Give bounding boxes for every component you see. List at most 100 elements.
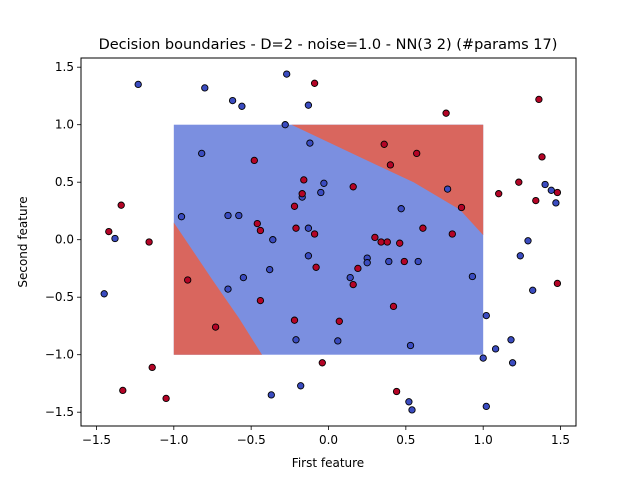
- data-point-class-0: [269, 236, 277, 244]
- data-point-class-0: [100, 290, 108, 298]
- data-point-class-0: [547, 186, 555, 194]
- data-point-class-0: [507, 336, 515, 344]
- x-tick-label: −1.5: [82, 433, 111, 447]
- data-point-class-1: [290, 316, 299, 324]
- data-point-class-1: [383, 238, 391, 246]
- data-point-class-0: [508, 359, 517, 367]
- data-point-class-1: [371, 233, 379, 242]
- data-point-class-1: [162, 394, 170, 403]
- data-point-class-0: [363, 259, 371, 267]
- data-point-class-1: [145, 238, 153, 246]
- data-point-class-0: [224, 285, 232, 293]
- data-point-class-1: [318, 359, 326, 367]
- data-point-class-1: [553, 188, 562, 197]
- data-point-class-0: [292, 336, 300, 344]
- data-point-class-0: [541, 180, 549, 189]
- data-point-class-0: [235, 211, 243, 220]
- data-point-class-0: [405, 398, 413, 406]
- x-tick-label: 0.0: [319, 433, 338, 447]
- chart-title: Decision boundaries - D=2 - noise=1.0 - …: [99, 37, 558, 53]
- data-point-class-0: [529, 286, 537, 294]
- data-point-class-1: [148, 363, 156, 372]
- plot-area: −1.5 −1.0 −0.5 0.0 0.5 1.0 1.5 −1.5 −1.0 −0.5 0.0 0…: [45, 57, 577, 447]
- data-point-class-0: [228, 96, 237, 105]
- data-point-class-1: [256, 226, 265, 235]
- y-tick-label: −1.5: [45, 405, 74, 419]
- data-point-class-0: [266, 265, 274, 274]
- data-point-class-1: [349, 183, 357, 191]
- data-point-class-0: [304, 252, 313, 260]
- data-point-class-0: [198, 149, 206, 158]
- x-tick-label: 1.0: [474, 433, 493, 447]
- data-point-class-0: [408, 406, 416, 414]
- data-point-class-0: [297, 382, 305, 390]
- data-point-class-1: [184, 276, 192, 284]
- data-point-class-0: [306, 139, 314, 147]
- x-axis-title: First feature: [292, 456, 364, 470]
- y-tick-label: 1.5: [55, 60, 74, 74]
- data-point-class-0: [281, 121, 289, 129]
- data-point-class-0: [317, 188, 325, 197]
- y-tick-label: 0.0: [55, 233, 74, 247]
- data-point-class-1: [553, 279, 562, 288]
- data-point-class-1: [457, 203, 466, 212]
- data-point-class-0: [224, 211, 232, 220]
- data-point-class-1: [386, 161, 395, 169]
- data-point-class-1: [310, 79, 319, 87]
- data-point-class-1: [413, 149, 421, 158]
- data-point-class-1: [119, 386, 127, 395]
- data-point-class-1: [211, 323, 220, 331]
- data-point-class-0: [239, 273, 248, 282]
- data-point-class-0: [201, 84, 209, 92]
- data-point-class-0: [479, 354, 487, 362]
- data-point-class-1: [396, 239, 404, 247]
- data-point-class-0: [468, 272, 477, 281]
- data-point-class-0: [283, 70, 291, 78]
- data-point-class-0: [482, 402, 490, 411]
- data-point-class-1: [377, 238, 385, 246]
- data-point-class-0: [552, 199, 560, 207]
- data-point-class-0: [516, 252, 524, 260]
- data-point-class-1: [298, 190, 306, 198]
- data-point-class-0: [177, 213, 186, 221]
- data-point-class-0: [482, 311, 490, 320]
- data-point-class-0: [134, 80, 142, 89]
- data-point-class-0: [334, 337, 342, 345]
- data-point-class-0: [238, 102, 246, 110]
- data-point-class-1: [310, 230, 319, 238]
- data-point-class-1: [400, 257, 408, 266]
- data-point-class-1: [354, 264, 362, 273]
- data-point-class-1: [532, 196, 540, 205]
- data-point-class-0: [111, 234, 119, 243]
- data-point-class-1: [250, 156, 258, 165]
- data-point-class-1: [538, 153, 546, 161]
- data-point-class-1: [349, 280, 357, 289]
- data-point-class-0: [406, 341, 415, 350]
- x-tick-label: 1.5: [551, 433, 570, 447]
- data-point-class-1: [300, 176, 308, 184]
- data-point-class-0: [397, 205, 405, 213]
- data-point-class-0: [267, 391, 275, 399]
- data-point-class-1: [535, 95, 543, 104]
- data-point-class-0: [524, 237, 532, 245]
- y-tick-label: 1.0: [55, 118, 74, 132]
- decision-region-red-1: [291, 124, 484, 236]
- decision-region-red-2: [173, 222, 262, 355]
- data-point-class-0: [414, 257, 422, 266]
- data-point-class-1: [335, 317, 343, 325]
- x-tick-label: −0.5: [237, 433, 266, 447]
- data-point-class-1: [290, 202, 299, 210]
- data-point-class-0: [385, 257, 393, 266]
- y-tick-label: −0.5: [45, 290, 74, 304]
- data-point-class-1: [419, 224, 427, 232]
- data-point-class-1: [515, 178, 523, 186]
- data-point-class-1: [448, 230, 456, 238]
- data-point-class-1: [292, 224, 300, 232]
- data-point-class-0: [443, 185, 452, 193]
- x-tick-label: −1.0: [159, 433, 188, 447]
- data-point-class-1: [312, 263, 320, 271]
- data-point-class-1: [392, 387, 401, 396]
- data-point-class-0: [320, 179, 328, 187]
- data-point-class-1: [117, 201, 125, 209]
